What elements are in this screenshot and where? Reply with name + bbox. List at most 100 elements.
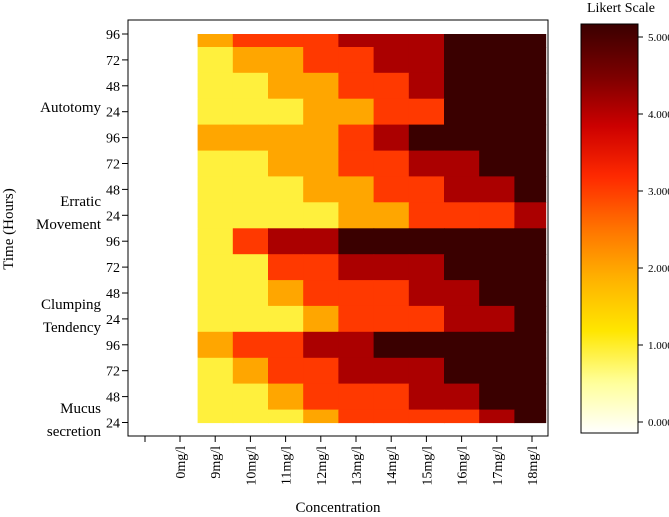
heatmap-cell [338, 124, 375, 152]
legend-tick-label: 5.000 [648, 32, 669, 44]
heatmap-cell [514, 254, 547, 281]
row-group-label: Clumping [41, 297, 102, 313]
heatmap-cell [373, 34, 410, 48]
heatmap-cell [268, 47, 304, 74]
heatmap-cell [184, 331, 199, 359]
heatmap-cell [373, 254, 410, 281]
heatmap-cell [479, 305, 515, 333]
heatmap-cell [184, 176, 199, 203]
heatmap-cell [514, 202, 547, 229]
heatmap-cell [373, 150, 410, 178]
heatmap-cell [232, 34, 269, 48]
heatmap-cell [479, 150, 515, 178]
heatmap-cell [444, 280, 480, 307]
heatmap-cell [232, 331, 269, 359]
heatmap-cell [514, 72, 547, 100]
heatmap-cell [184, 202, 199, 229]
heatmap-cell [232, 124, 269, 152]
heatmap-cell [338, 228, 375, 255]
heatmap-cell [268, 228, 304, 255]
heatmap-cell [479, 331, 515, 359]
x-tick-label: 14mg/l [385, 446, 400, 486]
heatmap-cell [268, 176, 304, 203]
heatmap-cell [303, 305, 339, 333]
heatmap-cell [373, 357, 410, 385]
row-group-labels: Autotomy Erratic Movement Clumping Tendency M… [36, 100, 102, 440]
heatmap-cell [338, 254, 375, 281]
y-tick-label: 96 [106, 339, 120, 354]
heatmap-cell [184, 150, 199, 178]
heatmap-cell [184, 280, 199, 307]
heatmap-cell [268, 34, 304, 48]
heatmap-cell [197, 409, 234, 424]
heatmap-cell [373, 305, 410, 333]
heatmap-cell [373, 383, 410, 411]
heatmap-cell [303, 254, 339, 281]
heatmap-cell [197, 124, 234, 152]
y-tick-label: 96 [106, 28, 120, 43]
heatmap-cell [268, 280, 304, 307]
heatmap-cell [232, 383, 269, 411]
row-group-label: Autotomy [40, 100, 101, 116]
y-tick-label: 48 [106, 80, 120, 95]
heatmap-cell [184, 98, 199, 126]
heatmap-cell [514, 47, 547, 74]
heatmap-cell [514, 331, 547, 359]
heatmap-cell [184, 47, 199, 74]
heatmap-cell [479, 98, 515, 126]
heatmap-cell [197, 72, 234, 100]
heatmap-cell [268, 409, 304, 424]
heatmap-cell [303, 331, 339, 359]
heatmap-cell [408, 305, 445, 333]
x-tick-label: 13mg/l [350, 446, 365, 486]
y-tick-label: 48 [106, 391, 120, 406]
y-tick-label: 24 [106, 106, 120, 121]
heatmap-cell [197, 383, 234, 411]
legend-tick-label: 1.000 [648, 340, 669, 352]
heatmap-cell [408, 150, 445, 178]
heatmap-cell [197, 357, 234, 385]
y-tick-label: 24 [106, 313, 120, 328]
heatmap-cell [303, 383, 339, 411]
heatmap-cell [303, 124, 339, 152]
heatmap-cell [373, 202, 410, 229]
x-tick-label: 9mg/l [209, 446, 224, 479]
heatmap-cell [338, 98, 375, 126]
heatmap-cell [514, 98, 547, 126]
heatmap-cell [268, 357, 304, 385]
heatmap-cell [232, 357, 269, 385]
heatmap-cell [373, 72, 410, 100]
y-tick-label: 24 [106, 417, 120, 432]
heatmap-cell [373, 280, 410, 307]
heatmap-cell [338, 357, 375, 385]
heatmap-cells [184, 34, 547, 424]
heatmap-cell [338, 202, 375, 229]
heatmap-cell [408, 280, 445, 307]
heatmap-cell [197, 331, 234, 359]
heatmap-cell [514, 280, 547, 307]
heatmap-cell [232, 254, 269, 281]
heatmap-cell [303, 150, 339, 178]
heatmap-cell [232, 47, 269, 74]
legend-tick-label: 4.000 [648, 109, 669, 121]
heatmap-cell [408, 202, 445, 229]
heatmap-cell [197, 98, 234, 126]
heatmap-cell [197, 47, 234, 74]
heatmap-cell [338, 280, 375, 307]
heatmap-cell [514, 228, 547, 255]
heatmap-cell [444, 305, 480, 333]
heatmap-cell [197, 150, 234, 178]
heatmap-cell [444, 228, 480, 255]
y-tick-label: 48 [106, 183, 120, 198]
heatmap-cell [268, 124, 304, 152]
x-tick-label: 0mg/l [174, 446, 189, 479]
y-axis-label: Time (Hours) [1, 188, 17, 270]
heatmap-cell [479, 47, 515, 74]
heatmap-cell [184, 305, 199, 333]
x-tick-label: 16mg/l [456, 446, 471, 486]
heatmap-cell [338, 305, 375, 333]
heatmap-cell [444, 383, 480, 411]
legend-title: Likert Scale [587, 1, 655, 16]
heatmap-cell [338, 383, 375, 411]
heatmap-cell [408, 228, 445, 255]
